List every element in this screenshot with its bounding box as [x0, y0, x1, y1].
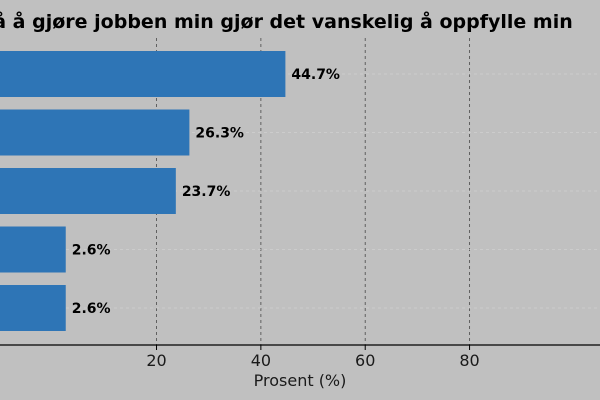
x-tick-label-60: 60	[355, 351, 375, 370]
x-axis-ticks: 20 40 60 80	[146, 345, 480, 370]
data-label-1: 26.3%	[195, 126, 244, 142]
chart-title: å å gjøre jobben min gjør det vanskelig …	[0, 9, 573, 33]
x-tick-label-80: 80	[459, 351, 479, 370]
data-label-4: 2.6%	[72, 301, 111, 317]
bar-2	[0, 168, 176, 214]
bar-3	[0, 226, 66, 273]
data-label-2: 23.7%	[182, 184, 231, 200]
bar-0	[0, 51, 286, 97]
data-label-0: 44.7%	[291, 67, 340, 83]
data-labels: 44.7% 26.3% 23.7% 2.6% 2.6%	[72, 67, 340, 317]
x-tick-label-40: 40	[251, 351, 271, 370]
x-tick-label-20: 20	[146, 351, 166, 370]
x-axis-label: Prosent (%)	[254, 371, 347, 390]
data-label-3: 2.6%	[72, 243, 111, 259]
bars	[0, 51, 286, 331]
grid	[0, 38, 600, 345]
bar-4	[0, 285, 66, 331]
bar-1	[0, 109, 190, 156]
